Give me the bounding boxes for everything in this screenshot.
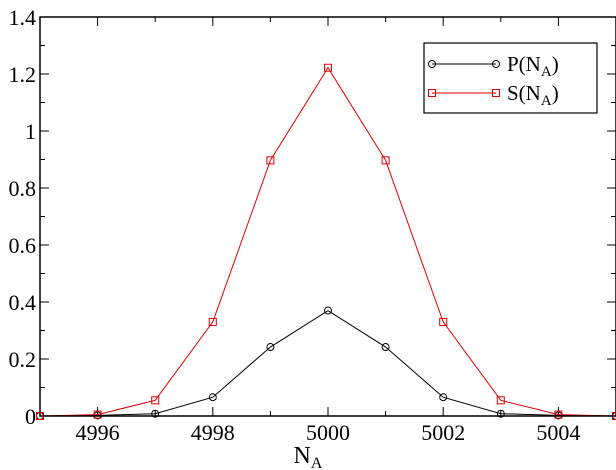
legend-box: [423, 42, 598, 114]
data-point: [151, 409, 160, 418]
x-tick-label: 5002: [421, 420, 465, 445]
series-line: [39, 66, 616, 417]
y-tick-label: 0: [25, 404, 36, 429]
legend-item-s: S(NA): [428, 81, 559, 109]
data-point: [381, 156, 390, 165]
legend-marker-p-2: [492, 60, 500, 68]
data-point: [208, 393, 217, 402]
x-tick-label: 4996: [76, 420, 120, 445]
y-tick-label: 0.6: [9, 233, 37, 258]
y-tick-label: 0.8: [9, 176, 37, 201]
y-tick-label: 1.2: [9, 62, 37, 87]
legend-label-p-main: P(N: [507, 52, 541, 76]
x-axis-label-main: N: [294, 443, 311, 469]
y-tick-label: 0.4: [9, 290, 37, 315]
series-p: [36, 306, 616, 420]
ticks-layer: 4996 4998 5000 5002 5004 0 0.2 0.4 0.6 0.8 1 1.2 1.4: [9, 5, 616, 445]
data-point: [381, 343, 390, 352]
data-point: [496, 396, 505, 405]
x-tick-label: 5004: [536, 420, 580, 445]
legend-item-p: P(NA): [428, 52, 559, 80]
legend-label-s-close: ): [552, 81, 559, 105]
y-tick-label: 1: [25, 119, 36, 144]
legend-label-s-main: S(N: [507, 81, 541, 105]
legend-marker-s-1: [428, 89, 436, 97]
legend-label-p-sub: A: [541, 64, 552, 80]
data-point: [266, 343, 275, 352]
legend: P(NA) S(NA): [423, 42, 598, 114]
series-layer: [36, 63, 616, 420]
data-point: [439, 393, 448, 402]
x-tick-label: 4998: [191, 420, 235, 445]
series-line: [39, 309, 616, 417]
legend-label-s-sub: A: [541, 93, 552, 109]
series-s: [36, 63, 616, 420]
data-point: [324, 306, 332, 315]
legend-label-p: P(NA): [507, 52, 559, 80]
x-axis-label-sub: A: [311, 455, 323, 470]
y-tick-label: 0.2: [9, 347, 37, 372]
plot-frame: [39, 16, 616, 417]
data-point: [93, 410, 102, 419]
x-axis-label: NA: [294, 443, 323, 470]
legend-marker-s-2: [492, 89, 500, 97]
y-tick-label: 1.4: [9, 5, 37, 30]
x-tick-label: 5000: [306, 420, 350, 445]
data-point: [151, 396, 160, 405]
data-point: [554, 410, 563, 419]
data-point: [208, 317, 217, 326]
legend-label-p-close: ): [552, 52, 559, 76]
legend-label-s: S(NA): [507, 81, 559, 109]
legend-marker-p-1: [428, 60, 436, 68]
data-point: [496, 409, 505, 418]
data-point: [439, 317, 448, 326]
data-point: [324, 63, 332, 72]
data-point: [266, 156, 275, 165]
